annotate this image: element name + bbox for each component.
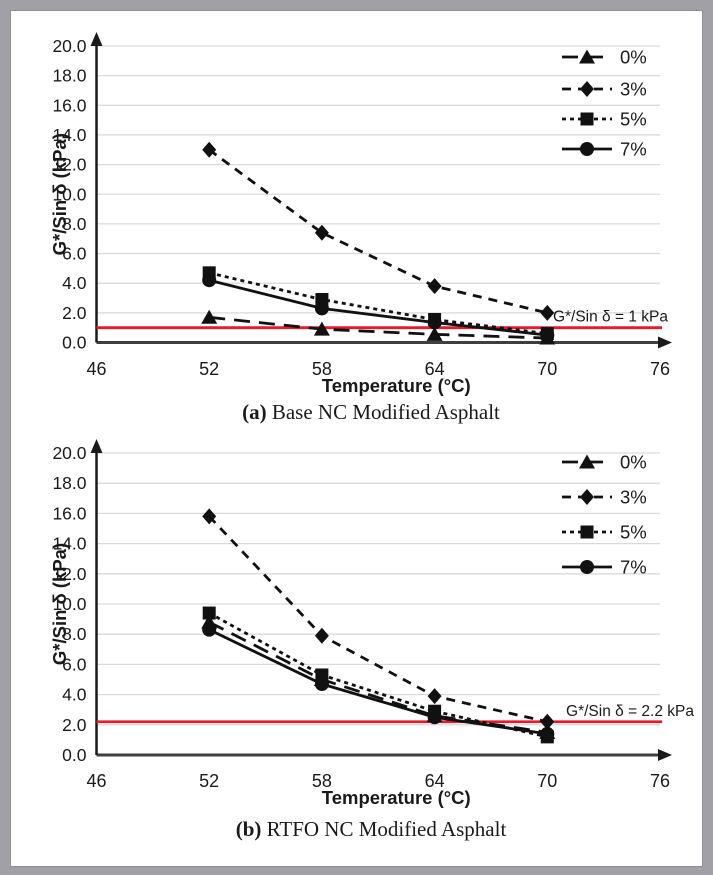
y-tick-label: 6.0: [62, 654, 87, 674]
series-marker-7%: [427, 710, 442, 725]
series-marker-7%: [314, 301, 329, 316]
legend-label: 3%: [620, 79, 647, 100]
y-axis-arrow: [90, 439, 103, 453]
y-tick-label: 6.0: [62, 244, 87, 264]
y-axis-title: G*/Sin δ (kPa): [49, 133, 70, 255]
series-marker-0%: [313, 321, 330, 336]
x-tick-label: 70: [537, 771, 557, 791]
y-tick-label: 8.0: [62, 214, 87, 234]
y-tick-label: 10.0: [52, 184, 86, 204]
y-tick-label: 10.0: [52, 594, 86, 614]
series-marker-3%: [314, 627, 329, 644]
legend-marker-diamond-icon: [580, 489, 594, 505]
series-marker-7%: [202, 273, 217, 288]
y-tick-label: 4.0: [62, 685, 87, 705]
y-tick-label: 20.0: [52, 36, 86, 56]
chart-caption: (b) RTFO NC Modified Asphalt: [236, 817, 507, 841]
legend-marker-square-icon: [580, 525, 594, 539]
x-tick-label: 46: [86, 771, 106, 791]
legend-label: 7%: [620, 557, 647, 578]
y-axis-arrow: [90, 32, 103, 46]
y-tick-label: 0.0: [62, 745, 87, 765]
series-marker-7%: [427, 315, 442, 330]
legend-marker-diamond-icon: [580, 81, 594, 97]
y-tick-label: 16.0: [52, 503, 86, 523]
y-tick-label: 20.0: [52, 443, 86, 463]
x-axis-arrow: [658, 749, 672, 761]
series-marker-3%: [202, 141, 217, 158]
chart-a: 0.0 2.0 4.0 6.0 8.0 10.0 12.0 14.0 16.0 18.0 20.0 4…: [49, 32, 672, 424]
y-tick-label: 0.0: [62, 333, 87, 353]
series-line-7%: [208, 278, 548, 337]
series-line-5%: [208, 271, 548, 335]
y-tick-label: 14.0: [52, 125, 86, 145]
ref-line-label: G*/Sin δ = 2.2 kPa: [566, 703, 694, 720]
x-axis-arrow: [658, 336, 672, 349]
y-tick-label: 18.0: [52, 473, 86, 493]
y-tick-label: 12.0: [52, 155, 86, 175]
legend-label: 5%: [620, 522, 647, 543]
y-tick-label: 18.0: [52, 66, 86, 86]
series-marker-3%: [314, 224, 329, 241]
y-tick-label: 14.0: [52, 534, 86, 554]
legend-label: 5%: [620, 109, 647, 130]
chart-b: 0.0 2.0 4.0 6.0 8.0 10.0 12.0 14.0 16.0 18.0 20.0 4…: [49, 439, 694, 841]
x-tick-label: 58: [312, 771, 332, 791]
y-tick-label: 16.0: [52, 95, 86, 115]
series-line-3%: [208, 148, 548, 315]
x-tick-label: 52: [199, 771, 219, 791]
series-marker-3%: [540, 713, 555, 730]
x-axis-title: Temperature (°C): [322, 375, 471, 396]
series-marker-3%: [427, 278, 442, 295]
y-tick-label: 8.0: [62, 624, 87, 644]
legend-marker-triangle-icon: [579, 454, 595, 469]
series-line-0%: [208, 620, 548, 734]
series-marker-0%: [426, 326, 443, 341]
series-marker-3%: [427, 688, 442, 705]
legend-marker-triangle-icon: [579, 49, 595, 64]
legend-label: 7%: [620, 139, 647, 160]
y-axis-title: G*/Sin δ (kPa): [49, 543, 70, 665]
chart-caption: (a) Base NC Modified Asphalt: [242, 400, 500, 424]
y-tick-label: 12.0: [52, 564, 86, 584]
x-tick-label: 76: [650, 771, 670, 791]
series-line-3%: [208, 515, 548, 724]
series-marker-0%: [201, 309, 218, 324]
legend-label: 0%: [620, 47, 647, 68]
x-axis-title: Temperature (°C): [322, 787, 471, 808]
series-marker-3%: [202, 508, 217, 525]
x-tick-label: 46: [86, 359, 106, 379]
y-tick-label: 2.0: [62, 303, 87, 323]
ref-line-label: G*/Sin δ = 1 kPa: [553, 309, 668, 326]
series-line-5%: [208, 611, 548, 739]
x-tick-label: 70: [537, 359, 557, 379]
y-tick-label: 4.0: [62, 273, 87, 293]
series-marker-5%: [202, 606, 216, 620]
legend-marker-square-icon: [580, 112, 594, 126]
y-tick-label: 2.0: [62, 715, 87, 735]
legend-label: 0%: [620, 452, 647, 473]
series-marker-7%: [540, 328, 555, 343]
legend-marker-circle-icon: [580, 142, 594, 156]
x-tick-label: 64: [425, 771, 445, 791]
x-tick-label: 52: [199, 359, 219, 379]
legend-marker-circle-icon: [580, 560, 594, 574]
series-marker-7%: [540, 726, 555, 741]
x-tick-label: 64: [425, 359, 445, 379]
series-marker-3%: [540, 304, 555, 321]
series-marker-7%: [202, 622, 217, 637]
series-marker-7%: [314, 677, 329, 692]
series-line-7%: [208, 628, 548, 736]
legend-label: 3%: [620, 487, 647, 508]
x-tick-label: 76: [650, 359, 670, 379]
x-tick-label: 58: [312, 359, 332, 379]
series-line-0%: [209, 315, 548, 340]
